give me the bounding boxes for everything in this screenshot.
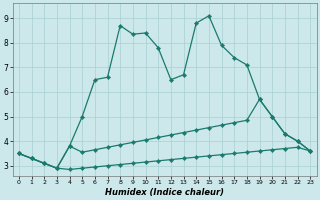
X-axis label: Humidex (Indice chaleur): Humidex (Indice chaleur): [105, 188, 224, 197]
